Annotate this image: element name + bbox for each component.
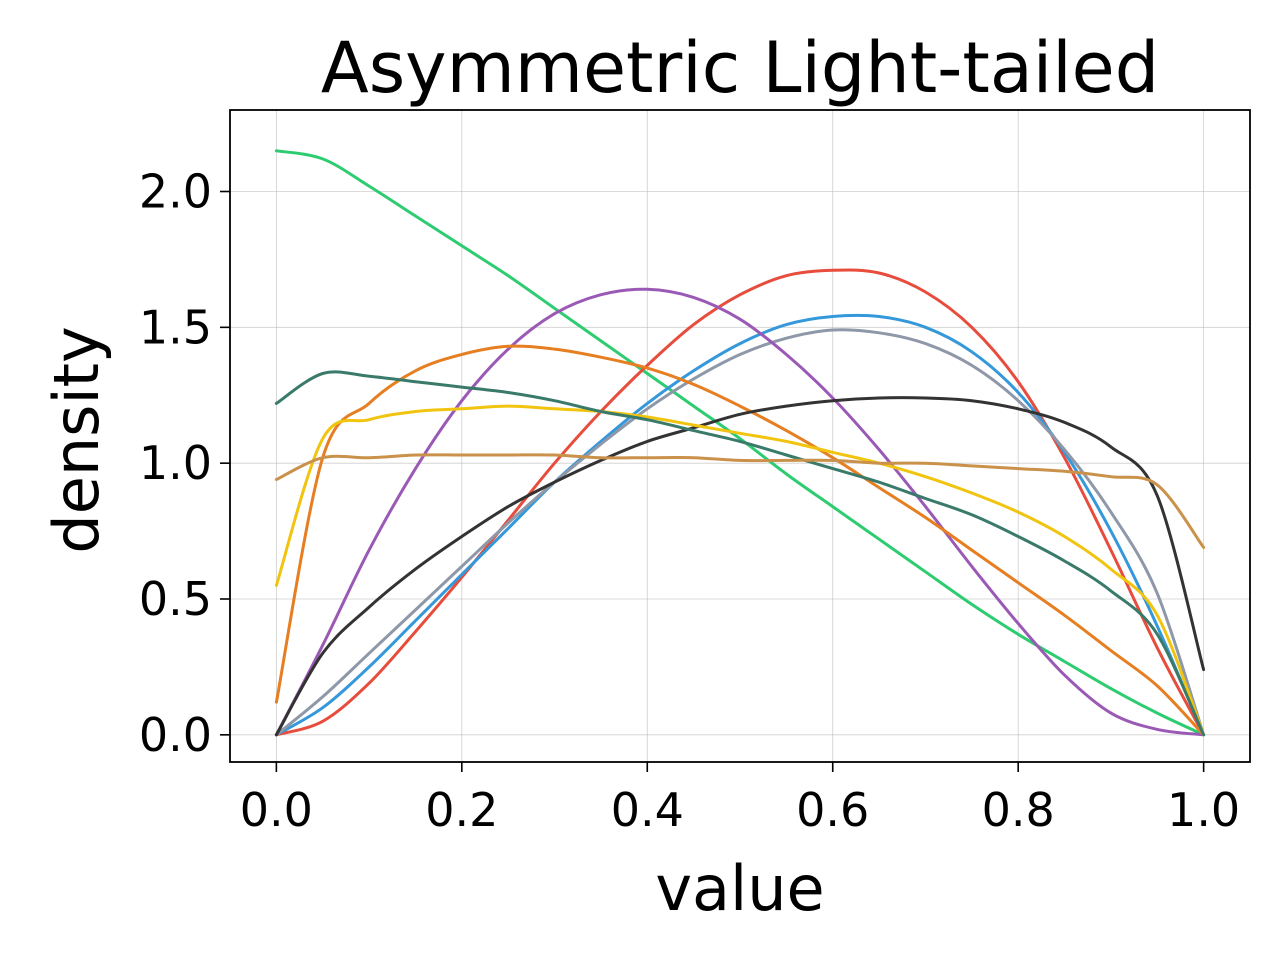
series-line-3 (274, 313, 1206, 737)
y-tick-label: 2.0 (139, 165, 212, 219)
series-line-2 (274, 268, 1206, 737)
plot-frame (229, 109, 1251, 763)
series-line-4 (274, 328, 1206, 737)
x-tick-label: 0.2 (425, 783, 498, 837)
y-tick-label: 0.5 (139, 572, 212, 626)
grid (230, 110, 1250, 762)
x-tick-label: 0.4 (611, 783, 684, 837)
chart-title: Asymmetric Light-tailed (321, 27, 1159, 109)
x-tick-label: 0.8 (982, 783, 1055, 837)
series-line-8 (274, 404, 1206, 737)
series-line-6 (274, 344, 1206, 737)
y-axis-label: density (40, 326, 113, 553)
axis-ticks: 0.0 0.2 0.4 0.6 0.8 1.0 0.0 0.5 1.0 1.5 2.0 (139, 165, 1240, 838)
series-line-7 (274, 396, 1206, 737)
y-tick-label: 0.0 (139, 708, 212, 762)
series-line-10 (274, 453, 1206, 549)
series-line-9 (274, 370, 1206, 737)
y-tick-label: 1.0 (139, 436, 212, 490)
series-line-5 (274, 287, 1206, 737)
series-line-1 (274, 149, 1206, 737)
x-axis-label: value (655, 852, 824, 925)
y-tick-label: 1.5 (139, 300, 212, 354)
x-tick-label: 0.6 (796, 783, 869, 837)
x-tick-label: 1.0 (1167, 783, 1240, 837)
x-tick-label: 0.0 (240, 783, 313, 837)
plot-series (274, 149, 1206, 737)
